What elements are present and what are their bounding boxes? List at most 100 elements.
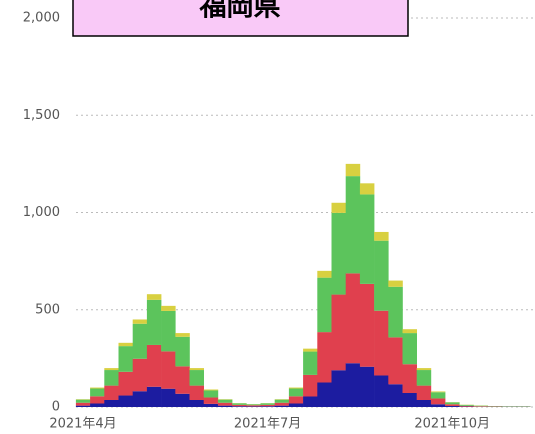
bar-segment [232, 403, 247, 405]
bar-segment [402, 329, 417, 334]
bar-segment [345, 273, 361, 364]
x-tick-label: 2021年7月 [234, 417, 301, 432]
bar-segment [246, 406, 261, 407]
y-tick-label: 500 [35, 302, 60, 317]
bar-segment [118, 395, 133, 407]
y-tick-label: 0 [52, 400, 60, 415]
bar-segment [274, 405, 290, 407]
bar-segment [416, 370, 432, 386]
bar-segment [288, 387, 304, 389]
bar-segment [274, 402, 290, 406]
bar-segment [331, 370, 346, 407]
bar-segment [161, 351, 176, 389]
bar-segment [345, 176, 361, 274]
bar-segment [402, 333, 417, 365]
bar-segment [416, 399, 432, 407]
bar-segment [246, 404, 261, 406]
bar-segment [388, 286, 403, 338]
bar-segment [175, 336, 190, 367]
bar-segment [175, 393, 190, 407]
bar-segment [104, 385, 119, 400]
bar-segment [303, 348, 318, 352]
bar-segment [402, 364, 417, 393]
bar-segment [459, 405, 474, 407]
bar-segment [203, 390, 219, 398]
bar-segment [388, 280, 403, 287]
bar-segment [303, 374, 318, 397]
bar-segment [175, 333, 190, 337]
bar-segment [416, 385, 432, 400]
bar-segment [430, 404, 446, 407]
bar-segment [232, 404, 247, 407]
bar-segment [104, 399, 119, 407]
bar-segment [331, 212, 346, 295]
bar-segment [90, 403, 105, 407]
bar-segment [402, 392, 417, 407]
bar-segment [473, 405, 488, 407]
bar-segment [146, 294, 162, 300]
bar-segment [90, 396, 105, 404]
bar-segment [189, 370, 204, 386]
bar-segment [288, 388, 304, 397]
bar-segment [132, 319, 148, 324]
bar-segment [118, 346, 133, 372]
bar-segment [146, 344, 162, 387]
plot-area: 0 500 1,000 1,500 2,000 2021年4月 2021年7月 2021年10… [23, 11, 533, 432]
bar-segment [189, 385, 204, 400]
bar-segment [118, 342, 133, 347]
x-tick-label: 2021年4月 [49, 417, 116, 432]
bar-segment [430, 392, 446, 399]
bar-segment [317, 277, 332, 333]
bar-segment [260, 406, 275, 407]
bar-segment [260, 403, 275, 405]
bar-segment [445, 406, 460, 407]
bar-segment [430, 398, 446, 405]
bar-segment [260, 404, 275, 407]
bar-segment [104, 368, 119, 371]
bar-segment [203, 397, 219, 404]
bar-segment [374, 240, 389, 311]
bar-segment [203, 403, 219, 407]
bar-segment [359, 366, 375, 407]
bar-segment [246, 405, 261, 407]
y-tick-label: 2,000 [23, 11, 60, 26]
bar-segment [161, 305, 176, 311]
x-tick-label: 2021年10月 [414, 417, 490, 432]
bar-segment [161, 388, 176, 407]
bar-segment [331, 294, 346, 371]
bar-segment [189, 368, 204, 371]
bar-segment [430, 391, 446, 393]
bar-segment [104, 370, 119, 386]
bar-segment [146, 299, 162, 345]
bar-segment [189, 399, 204, 407]
bar-segment [274, 399, 290, 403]
bar-segment [388, 384, 403, 407]
bar-segment [374, 375, 389, 407]
bar-segment [374, 310, 389, 376]
bar-segment [473, 406, 488, 407]
bar-segment [345, 363, 361, 407]
bar-segment [459, 404, 474, 406]
bar-segment [75, 405, 91, 407]
bar-segment [317, 382, 332, 407]
bar-segment [416, 368, 432, 371]
chart-title: 福岡県 [199, 0, 281, 23]
bar-segment [132, 391, 148, 407]
bar-segment [132, 323, 148, 359]
bar-segment [75, 402, 91, 406]
bar-segment [359, 283, 375, 367]
bar-segment [232, 406, 247, 407]
bar-segment [118, 371, 133, 396]
bar-segment [345, 163, 361, 177]
bar-segment [90, 388, 105, 397]
bar-segment [132, 358, 148, 392]
bar-segment [75, 399, 91, 403]
bar-segment [388, 337, 403, 385]
bar-segment [175, 366, 190, 394]
bar-segment [217, 399, 233, 403]
bar-segment [317, 332, 332, 383]
title-box [72, 0, 409, 37]
bar-segment [374, 231, 389, 241]
bar-segment [288, 403, 304, 407]
